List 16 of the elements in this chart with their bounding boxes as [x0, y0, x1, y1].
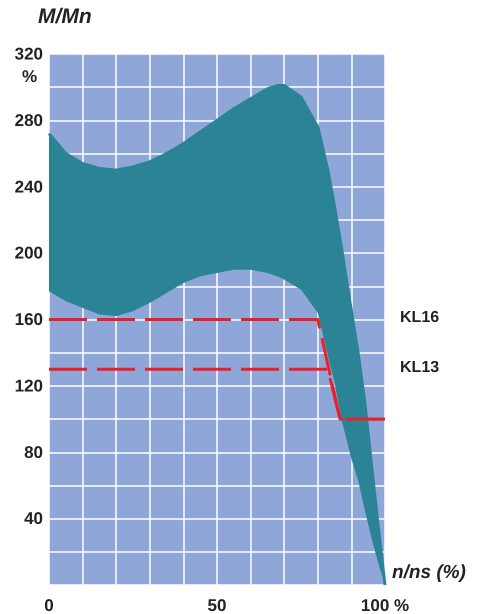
x-tick-label: 100 %: [360, 596, 410, 614]
y-tick-label: 120: [14, 376, 43, 396]
text: KL16: [400, 309, 440, 326]
y-tick-label: 160: [14, 310, 43, 329]
text: %: [22, 67, 38, 86]
x-axis-title: n/ns (%): [392, 562, 466, 583]
y-axis-title: M/Mn: [38, 5, 92, 28]
y-tick-label: 200: [14, 244, 43, 263]
y-tick-label: 280: [14, 110, 43, 130]
y-tick-label: 320: [14, 44, 43, 64]
y-tick-label: 80: [24, 442, 43, 462]
y-tick-label: 40: [24, 509, 43, 528]
x-tick-label: 50: [208, 596, 226, 614]
y-tick-label: 240: [14, 177, 43, 196]
x-tick-label: 0: [44, 596, 54, 614]
text: KL13: [400, 358, 440, 376]
